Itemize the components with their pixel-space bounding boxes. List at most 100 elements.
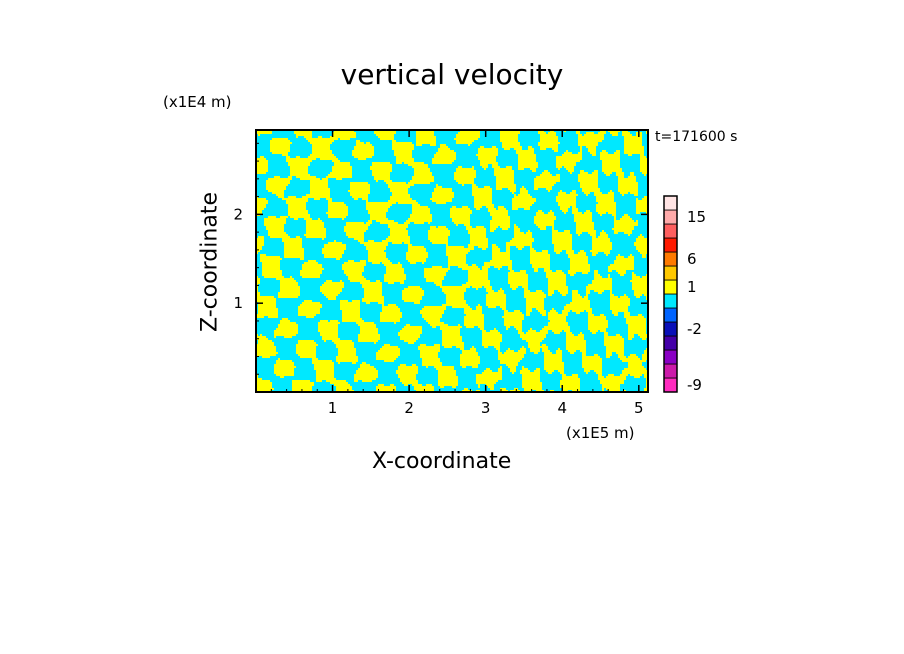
- field-cell: [256, 240, 264, 242]
- field-cell: [434, 156, 456, 158]
- field-cell: [448, 260, 466, 262]
- field-cell: [508, 274, 528, 276]
- field-cell: [610, 294, 614, 296]
- field-cell: [316, 374, 334, 376]
- field-cell: [608, 268, 634, 270]
- field-cell: [464, 224, 470, 226]
- field-cell: [324, 294, 338, 296]
- field-cell: [270, 148, 290, 150]
- field-cell: [448, 266, 450, 268]
- field-cell: [266, 186, 286, 188]
- field-cell: [404, 340, 416, 342]
- field-cell: [580, 186, 598, 188]
- field-cell: [468, 280, 490, 282]
- field-cell: [278, 326, 298, 328]
- field-cell: [642, 198, 648, 200]
- field-cell: [340, 280, 342, 282]
- field-cell: [494, 174, 514, 176]
- field-cell: [326, 296, 336, 298]
- field-cell: [284, 246, 302, 248]
- field-cell: [540, 140, 558, 142]
- field-cell: [574, 220, 592, 222]
- field-cell: [438, 150, 454, 152]
- field-cell: [612, 134, 618, 136]
- field-cell: [594, 276, 602, 278]
- field-cell: [628, 324, 646, 326]
- field-cell: [614, 222, 638, 224]
- field-cell: [300, 178, 320, 180]
- field-cell: [438, 378, 458, 380]
- field-cell: [568, 256, 588, 258]
- field-cell: [568, 350, 576, 352]
- field-cell: [402, 296, 422, 298]
- field-cell: [500, 362, 518, 364]
- field-cell: [580, 150, 582, 152]
- field-cell: [482, 372, 502, 374]
- field-cell: [534, 186, 552, 188]
- field-cell: [566, 250, 574, 252]
- field-cell: [498, 208, 506, 210]
- field-cell: [600, 156, 620, 158]
- field-cell: [348, 190, 370, 192]
- field-cell: [464, 388, 468, 390]
- field-cell: [596, 372, 602, 374]
- field-cell: [300, 258, 304, 260]
- field-cell: [256, 250, 260, 252]
- field-cell: [356, 142, 364, 144]
- field-cell: [500, 226, 510, 228]
- field-cell: [478, 158, 496, 160]
- field-cell: [588, 284, 612, 286]
- field-cell: [528, 148, 534, 150]
- field-cell: [434, 188, 452, 190]
- field-cell: [578, 138, 604, 140]
- field-cell: [354, 148, 374, 150]
- field-cell: [454, 138, 478, 140]
- field-cell: [606, 348, 624, 350]
- colorbar-segment: [663, 335, 678, 351]
- field-cell: [324, 256, 342, 258]
- field-cell: [568, 272, 576, 274]
- field-cell: [386, 272, 404, 274]
- field-cell: [256, 294, 260, 296]
- field-cell: [598, 374, 602, 376]
- field-cell: [358, 158, 366, 160]
- field-cell: [504, 324, 522, 326]
- field-cell: [274, 334, 296, 336]
- field-cell: [512, 288, 516, 290]
- field-cell: [390, 384, 394, 386]
- field-cell: [446, 298, 464, 300]
- field-cell: [326, 380, 346, 382]
- field-cell: [430, 198, 452, 200]
- field-cell: [570, 260, 588, 262]
- field-cell: [410, 180, 434, 182]
- field-cell: [544, 366, 564, 368]
- field-cell: [326, 280, 332, 282]
- field-cell: [370, 214, 386, 216]
- field-cell: [412, 212, 430, 214]
- field-cell: [520, 192, 528, 194]
- field-cell: [336, 344, 354, 346]
- field-cell: [436, 184, 438, 186]
- field-cell: [408, 246, 424, 248]
- field-cell: [418, 348, 440, 350]
- field-cell: [518, 164, 538, 166]
- field-cell: [446, 296, 464, 298]
- field-cell: [606, 254, 608, 256]
- field-cell: [256, 314, 278, 316]
- field-cell: [300, 304, 322, 306]
- field-cell: [584, 192, 590, 194]
- field-cell: [372, 174, 390, 176]
- field-cell: [500, 288, 502, 290]
- field-cell: [476, 374, 502, 376]
- field-cell: [256, 352, 278, 354]
- field-cell: [574, 216, 592, 218]
- field-cell: [402, 328, 422, 330]
- field-cell: [620, 274, 624, 276]
- field-cell: [290, 172, 308, 174]
- field-cell: [618, 272, 626, 274]
- field-cell: [310, 188, 330, 190]
- field-cell: [582, 272, 588, 274]
- field-cell: [616, 174, 624, 176]
- field-cell: [268, 216, 276, 218]
- field-cell: [298, 342, 316, 344]
